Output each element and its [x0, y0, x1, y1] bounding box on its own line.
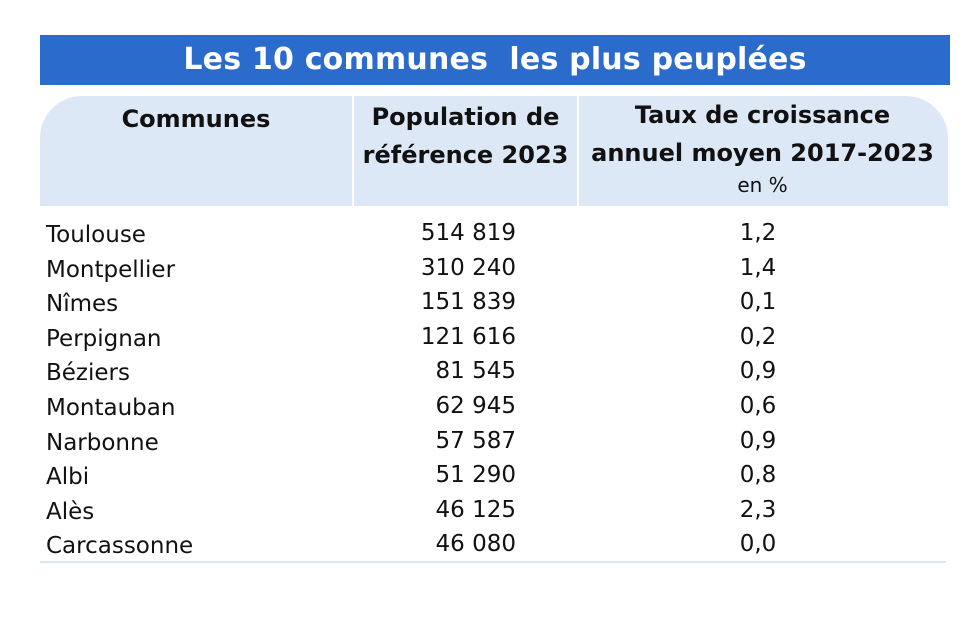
header-growth-line1: Taux de croissance — [634, 101, 891, 129]
table-body: Toulouse 514 819 1,2 Montpellier 310 240 1,4 N… — [40, 216, 948, 562]
header-population-line1: Population de — [371, 103, 560, 131]
header-growth-unit: en % — [737, 173, 788, 197]
table-title: Les 10 communes les plus peuplées — [40, 35, 950, 85]
header-communes: Communes — [40, 96, 352, 210]
population-cell: 121 616 — [420, 323, 516, 350]
table-bottom-border — [40, 561, 946, 563]
commune-cell: Narbonne — [46, 429, 159, 456]
population-cell: 46 125 — [435, 496, 516, 523]
growth-cell: 0,8 — [739, 462, 777, 489]
table-row: Alès 46 125 2,3 — [40, 493, 948, 528]
header-population: Population de référence 2023 — [352, 96, 579, 208]
header-growth: Taux de croissance annuel moyen 2017-202… — [577, 96, 948, 206]
growth-cell: 0,2 — [739, 323, 777, 350]
growth-cell: 0,1 — [739, 289, 777, 316]
growth-cell: 0,9 — [739, 427, 777, 454]
growth-cell: 0,9 — [739, 358, 777, 385]
commune-cell: Carcassonne — [46, 533, 194, 560]
commune-cell: Alès — [46, 498, 95, 525]
growth-cell: 0,6 — [739, 392, 777, 419]
table-row: Montauban 62 945 0,6 — [40, 389, 948, 424]
commune-cell: Albi — [46, 464, 90, 491]
table-row: Toulouse 514 819 1,2 — [40, 216, 948, 251]
table-row: Nîmes 151 839 0,1 — [40, 285, 948, 320]
population-cell: 57 587 — [435, 427, 516, 454]
population-cell: 514 819 — [420, 220, 516, 246]
table-row: Béziers 81 545 0,9 — [40, 354, 948, 389]
population-cell: 62 945 — [435, 392, 516, 419]
table-header: Communes Population de référence 2023 Ta… — [40, 96, 948, 208]
growth-cell: 1,2 — [739, 220, 777, 246]
population-cell: 51 290 — [435, 462, 516, 489]
population-cell: 46 080 — [435, 531, 516, 558]
commune-cell: Nîmes — [46, 291, 119, 318]
table-row: Perpignan 121 616 0,2 — [40, 320, 948, 355]
population-cell: 310 240 — [420, 254, 516, 281]
table-row: Albi 51 290 0,8 — [40, 458, 948, 493]
commune-cell: Béziers — [46, 360, 130, 387]
growth-cell: 0,0 — [739, 531, 777, 558]
commune-cell: Toulouse — [46, 222, 146, 248]
population-cell: 81 545 — [435, 358, 516, 385]
commune-cell: Montauban — [46, 394, 176, 421]
header-growth-line2: annuel moyen 2017-2023 — [591, 139, 934, 167]
header-population-line2: référence 2023 — [362, 141, 569, 169]
population-cell: 151 839 — [420, 289, 516, 316]
table-row: Narbonne 57 587 0,9 — [40, 424, 948, 459]
header-communes-label: Communes — [121, 105, 271, 133]
table-row: Carcassonne 46 080 0,0 — [40, 527, 948, 562]
commune-cell: Perpignan — [46, 325, 162, 352]
growth-cell: 2,3 — [739, 496, 777, 523]
growth-cell: 1,4 — [739, 254, 777, 281]
commune-cell: Montpellier — [46, 256, 176, 283]
table-row: Montpellier 310 240 1,4 — [40, 251, 948, 286]
